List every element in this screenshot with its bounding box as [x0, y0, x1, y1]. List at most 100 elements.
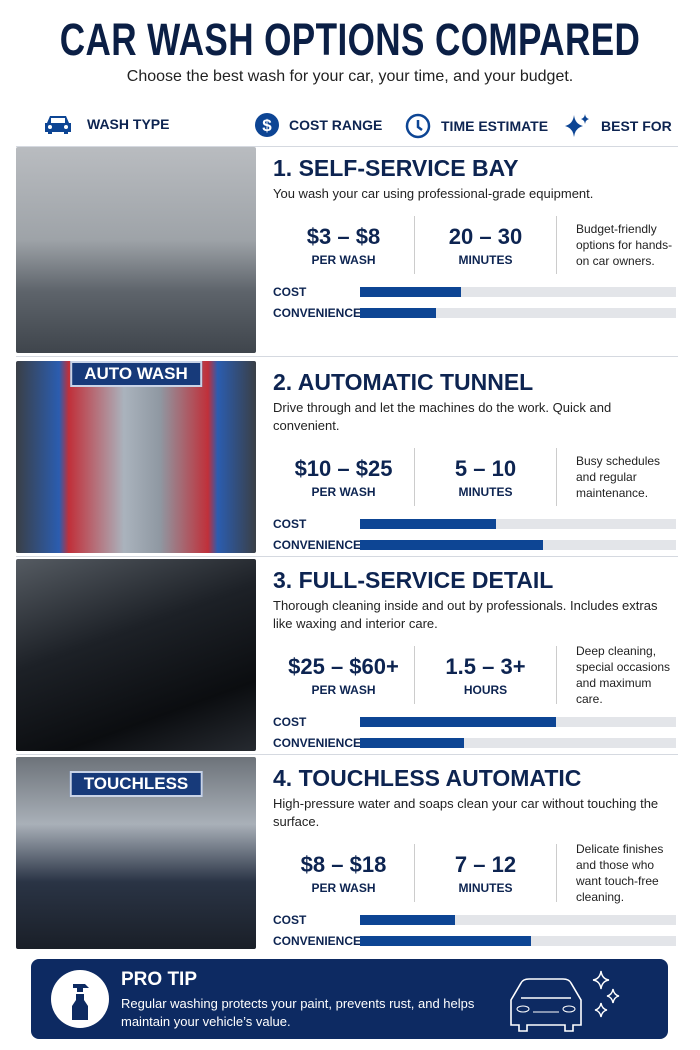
- option-description: Drive through and let the machines do th…: [273, 400, 612, 433]
- sparkle-icon: [565, 114, 589, 137]
- cost-unit: PER WASH: [311, 880, 376, 895]
- bar-fill: [360, 737, 465, 748]
- divider: [16, 556, 678, 557]
- bar-fill: [360, 935, 531, 946]
- wash-photo: [16, 147, 256, 353]
- option-description: You wash your car using professional-gra…: [273, 186, 594, 201]
- bar-track: [360, 307, 676, 318]
- header-label: BEST FOR: [601, 118, 672, 134]
- bar-label: COST: [273, 912, 307, 927]
- time-unit: MINUTES: [458, 880, 513, 895]
- page-subtitle: Choose the best wash for your car, your …: [126, 68, 574, 85]
- header-time-estimate: TIME ESTIMATE: [405, 113, 548, 139]
- cost-unit: PER WASH: [311, 484, 376, 499]
- divider: [16, 356, 678, 357]
- time-unit: MINUTES: [458, 252, 513, 267]
- bar-label: CONVENIENCE: [273, 933, 362, 948]
- dollar-icon: $: [255, 113, 279, 137]
- cost-stat: $25 – $60+ PER WASH: [273, 646, 415, 704]
- best-for-text: Budget-friendly options for hands-on car…: [576, 222, 673, 268]
- car-sparkle-icon: [510, 970, 620, 1032]
- bar-fill: [360, 539, 544, 550]
- time-stat: 1.5 – 3+ HOURS: [415, 646, 557, 704]
- pro-tip-title: PRO TIP: [121, 969, 198, 990]
- best-for-text: Delicate finishes and those who want tou…: [576, 842, 664, 904]
- bar-fill: [360, 286, 462, 297]
- bar-label: CONVENIENCE: [273, 537, 362, 552]
- header-wash-type: WASH TYPE: [43, 113, 169, 135]
- clock-icon: [405, 113, 431, 139]
- bar-label: CONVENIENCE: [273, 735, 362, 750]
- bar-track: [360, 286, 676, 297]
- page-title: CAR WASH OPTIONS COMPARED: [59, 14, 641, 65]
- divider: [16, 754, 678, 755]
- bar-label: COST: [273, 284, 307, 299]
- time-stat: 5 – 10 MINUTES: [415, 448, 557, 506]
- bar-track: [360, 518, 676, 529]
- convenience-bar: CONVENIENCE: [273, 732, 678, 753]
- cost-stat: $10 – $25 PER WASH: [273, 448, 415, 506]
- time-value: 1.5 – 3+: [445, 653, 526, 679]
- cost-value: $3 – $8: [306, 223, 381, 249]
- time-value: 5 – 10: [454, 455, 517, 481]
- bar-fill: [360, 716, 556, 727]
- option-description: Thorough cleaning inside and out by prof…: [273, 598, 658, 631]
- time-stat: 7 – 12 MINUTES: [415, 844, 557, 902]
- bar-fill: [360, 307, 436, 318]
- car-icon: [45, 116, 71, 134]
- header-label: TIME ESTIMATE: [441, 118, 549, 134]
- wash-option-row: 3. FULL-SERVICE DETAIL Thorough cleaning…: [16, 559, 678, 751]
- header-label: COST RANGE: [289, 117, 383, 133]
- pro-tip-text: Regular washing protects your paint, pre…: [121, 996, 475, 1029]
- cost-value: $8 – $18: [300, 851, 387, 877]
- best-for-text: Deep cleaning, special occasions and max…: [576, 644, 671, 706]
- bar-fill: [360, 518, 496, 529]
- bar-track: [360, 935, 676, 946]
- bar-track: [360, 914, 676, 925]
- time-value: 7 – 12: [454, 851, 517, 877]
- bar-fill: [360, 914, 455, 925]
- pro-tip-banner: PRO TIP Regular washing protects your pa…: [31, 959, 668, 1039]
- bar-track: [360, 737, 676, 748]
- svg-text:$: $: [262, 116, 272, 135]
- spray-bottle-icon: [51, 970, 109, 1028]
- time-value: 20 – 30: [448, 223, 523, 249]
- wash-option-row: AUTO WASH 2. AUTOMATIC TUNNEL Drive thro…: [16, 361, 678, 553]
- wash-photo: [16, 559, 256, 751]
- wash-sign: AUTO WASH: [70, 361, 202, 387]
- best-for-text: Busy schedules and regular maintenance.: [576, 454, 661, 500]
- cost-bar: COST: [273, 711, 678, 732]
- cost-unit: PER WASH: [311, 252, 376, 267]
- time-unit: MINUTES: [458, 484, 513, 499]
- option-title: 2. AUTOMATIC TUNNEL: [273, 369, 534, 395]
- time-stat: 20 – 30 MINUTES: [415, 216, 557, 274]
- bar-track: [360, 539, 676, 550]
- time-unit: HOURS: [463, 682, 508, 697]
- cost-bar: COST: [273, 513, 678, 534]
- bar-label: COST: [273, 714, 307, 729]
- header-label: WASH TYPE: [87, 116, 170, 132]
- header-best-for: BEST FOR: [563, 113, 672, 139]
- wash-photo: AUTO WASH: [16, 361, 256, 553]
- option-description: High-pressure water and soaps clean your…: [273, 796, 659, 829]
- convenience-bar: CONVENIENCE: [273, 930, 678, 951]
- cost-bar: COST: [273, 281, 678, 302]
- wash-option-row: TOUCHLESS 4. TOUCHLESS AUTOMATIC High-pr…: [16, 757, 678, 949]
- cost-value: $25 – $60+: [288, 653, 399, 679]
- wash-photo: TOUCHLESS: [16, 757, 256, 949]
- cost-stat: $8 – $18 PER WASH: [273, 844, 415, 902]
- cost-bar: COST: [273, 909, 678, 930]
- bar-track: [360, 716, 676, 727]
- convenience-bar: CONVENIENCE: [273, 302, 678, 323]
- cost-stat: $3 – $8 PER WASH: [273, 216, 415, 274]
- cost-value: $10 – $25: [294, 455, 393, 481]
- convenience-bar: CONVENIENCE: [273, 534, 678, 555]
- divider: [16, 146, 678, 147]
- bar-label: CONVENIENCE: [273, 305, 362, 320]
- option-title: 3. FULL-SERVICE DETAIL: [273, 567, 554, 593]
- header-cost-range: $ COST RANGE: [255, 113, 382, 137]
- bar-label: COST: [273, 516, 307, 531]
- option-title: 4. TOUCHLESS AUTOMATIC: [273, 765, 582, 791]
- wash-sign: TOUCHLESS: [69, 771, 203, 797]
- cost-unit: PER WASH: [311, 682, 376, 697]
